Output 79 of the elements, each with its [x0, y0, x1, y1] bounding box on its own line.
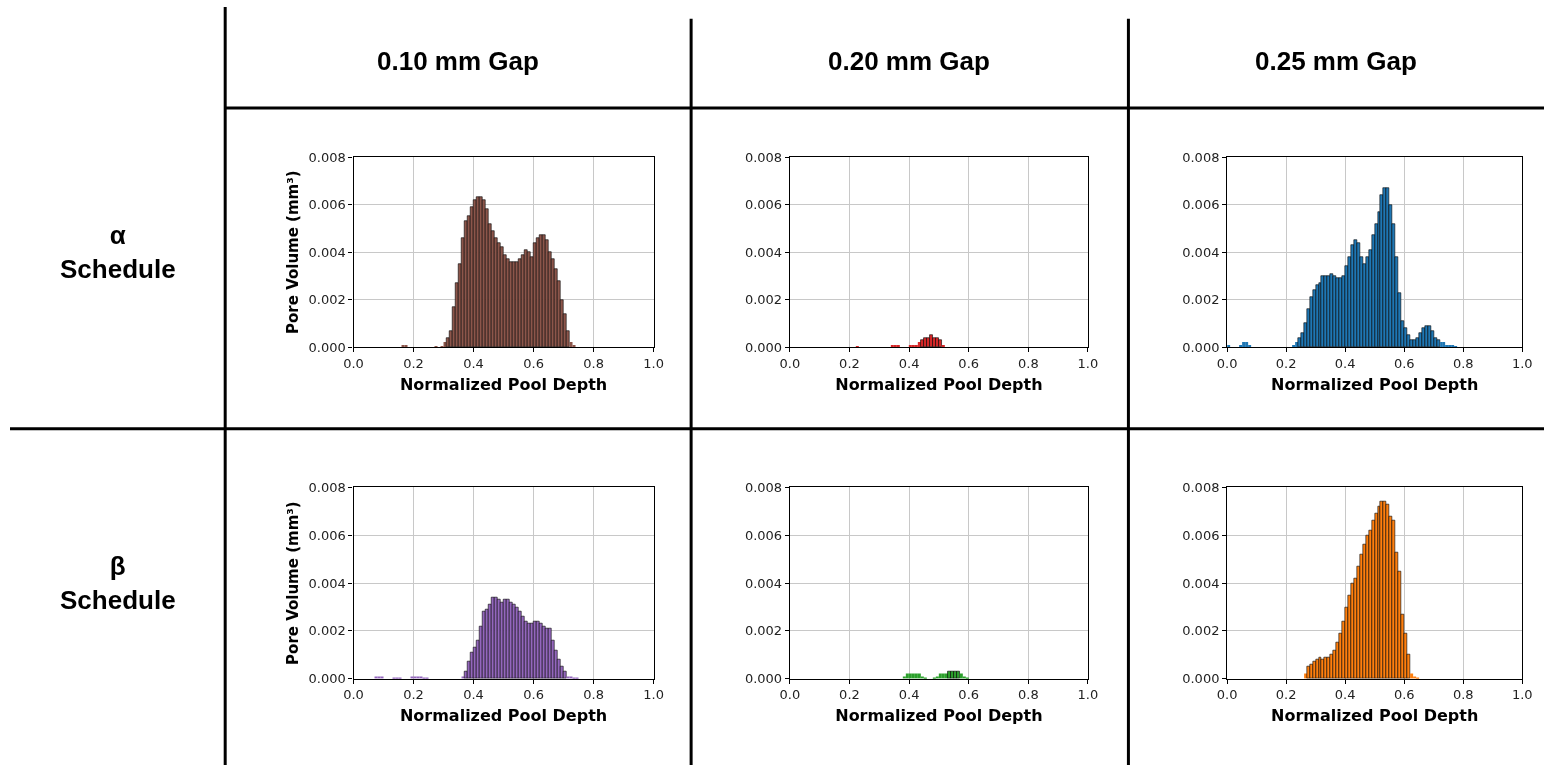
x-tick-label: 0.4 — [898, 355, 920, 371]
y-tick-label: 0.004 — [744, 575, 783, 591]
x-tick-label: 1.0 — [643, 687, 664, 703]
x-axis-title: Normalized Pool Depth — [835, 374, 1043, 394]
y-tick-label: 0.004 — [1182, 575, 1220, 591]
x-axis-title: Normalized Pool Depth — [399, 374, 608, 394]
x-tick-label: 0.0 — [779, 687, 801, 703]
y-tick-label: 0.002 — [744, 292, 783, 308]
text: α Schedule — [60, 220, 176, 284]
x-tick-label: 0.2 — [1275, 355, 1297, 371]
x-tick-label: 0.2 — [403, 355, 424, 371]
y-tick-label: 0.006 — [1182, 197, 1220, 213]
x-tick-label: 0.4 — [463, 687, 484, 703]
y-tick-label: 0.008 — [308, 480, 346, 496]
x-tick-label: 0.6 — [1393, 687, 1415, 703]
y-axis-title: Pore Volume (mm³) — [283, 501, 302, 665]
x-tick-label: 0.8 — [583, 687, 604, 703]
x-tick-label: 0.4 — [1334, 355, 1356, 371]
y-tick-label: 0.006 — [1182, 527, 1220, 543]
x-tick-label: 0.6 — [958, 355, 980, 371]
y-tick-label: 0.006 — [308, 197, 346, 213]
y-tick-label: 0.006 — [308, 527, 346, 543]
x-tick-label: 0.0 — [1216, 687, 1238, 703]
y-tick-label: 0.006 — [744, 197, 783, 213]
x-tick-label: 0.0 — [343, 687, 364, 703]
x-axis-title: Normalized Pool Depth — [399, 706, 608, 726]
x-tick-label: 0.0 — [1216, 355, 1238, 371]
y-tick-label: 0.008 — [1182, 480, 1220, 496]
x-tick-label: 1.0 — [1511, 355, 1533, 371]
x-tick-label: 0.0 — [343, 355, 364, 371]
y-tick-label: 0.002 — [308, 292, 346, 308]
x-axis-title: Normalized Pool Depth — [835, 706, 1043, 726]
y-tick-label: 0.006 — [744, 527, 783, 543]
chart-title: 0.10 mm Gap — [377, 46, 539, 76]
x-tick-label: 0.4 — [463, 355, 484, 371]
y-tick-label: 0.002 — [308, 623, 346, 639]
x-tick-label: 0.2 — [839, 355, 860, 371]
y-tick-label: 0.000 — [744, 339, 783, 355]
y-tick-label: 0.000 — [308, 339, 346, 355]
x-tick-label: 0.2 — [839, 687, 860, 703]
y-axis-title: Pore Volume (mm³) — [283, 170, 302, 334]
x-tick-label: 0.6 — [1393, 355, 1415, 371]
x-tick-label: 0.6 — [523, 355, 544, 371]
x-axis-title: Normalized Pool Depth — [1271, 374, 1479, 394]
y-tick-label: 0.004 — [744, 244, 783, 260]
x-tick-label: 1.0 — [643, 355, 664, 371]
x-tick-label: 0.8 — [1017, 355, 1039, 371]
y-tick-label: 0.004 — [1182, 244, 1220, 260]
x-tick-label: 0.2 — [1275, 687, 1297, 703]
y-tick-label: 0.002 — [1182, 292, 1220, 308]
y-tick-label: 0.004 — [308, 244, 346, 260]
y-tick-label: 0.008 — [1182, 149, 1220, 165]
x-tick-label: 1.0 — [1511, 687, 1533, 703]
y-tick-label: 0.000 — [1182, 671, 1220, 687]
y-tick-label: 0.008 — [308, 149, 346, 165]
x-tick-label: 0.0 — [779, 355, 801, 371]
y-tick-label: 0.000 — [1182, 339, 1220, 355]
text: β Schedule — [60, 551, 176, 615]
chart-title: 0.20 mm Gap — [828, 46, 990, 76]
y-tick-label: 0.000 — [744, 671, 783, 687]
x-tick-label: 1.0 — [1077, 687, 1099, 703]
y-tick-label: 0.002 — [1182, 623, 1220, 639]
y-tick-label: 0.004 — [308, 575, 346, 591]
x-tick-label: 0.8 — [583, 355, 604, 371]
x-tick-label: 0.6 — [958, 687, 980, 703]
x-tick-label: 0.4 — [1334, 687, 1356, 703]
x-tick-label: 0.8 — [1017, 687, 1039, 703]
y-tick-label: 0.008 — [744, 480, 783, 496]
y-tick-label: 0.002 — [744, 623, 783, 639]
y-tick-label: 0.008 — [744, 149, 783, 165]
x-tick-label: 0.8 — [1452, 355, 1474, 371]
x-tick-label: 1.0 — [1077, 355, 1099, 371]
chart-title: 0.25 mm Gap — [1255, 46, 1417, 76]
x-axis-title: Normalized Pool Depth — [1271, 706, 1479, 726]
y-tick-label: 0.000 — [308, 671, 346, 687]
x-tick-label: 0.8 — [1452, 687, 1474, 703]
x-tick-label: 0.4 — [898, 687, 920, 703]
x-tick-label: 0.6 — [523, 687, 544, 703]
x-tick-label: 0.2 — [403, 687, 424, 703]
